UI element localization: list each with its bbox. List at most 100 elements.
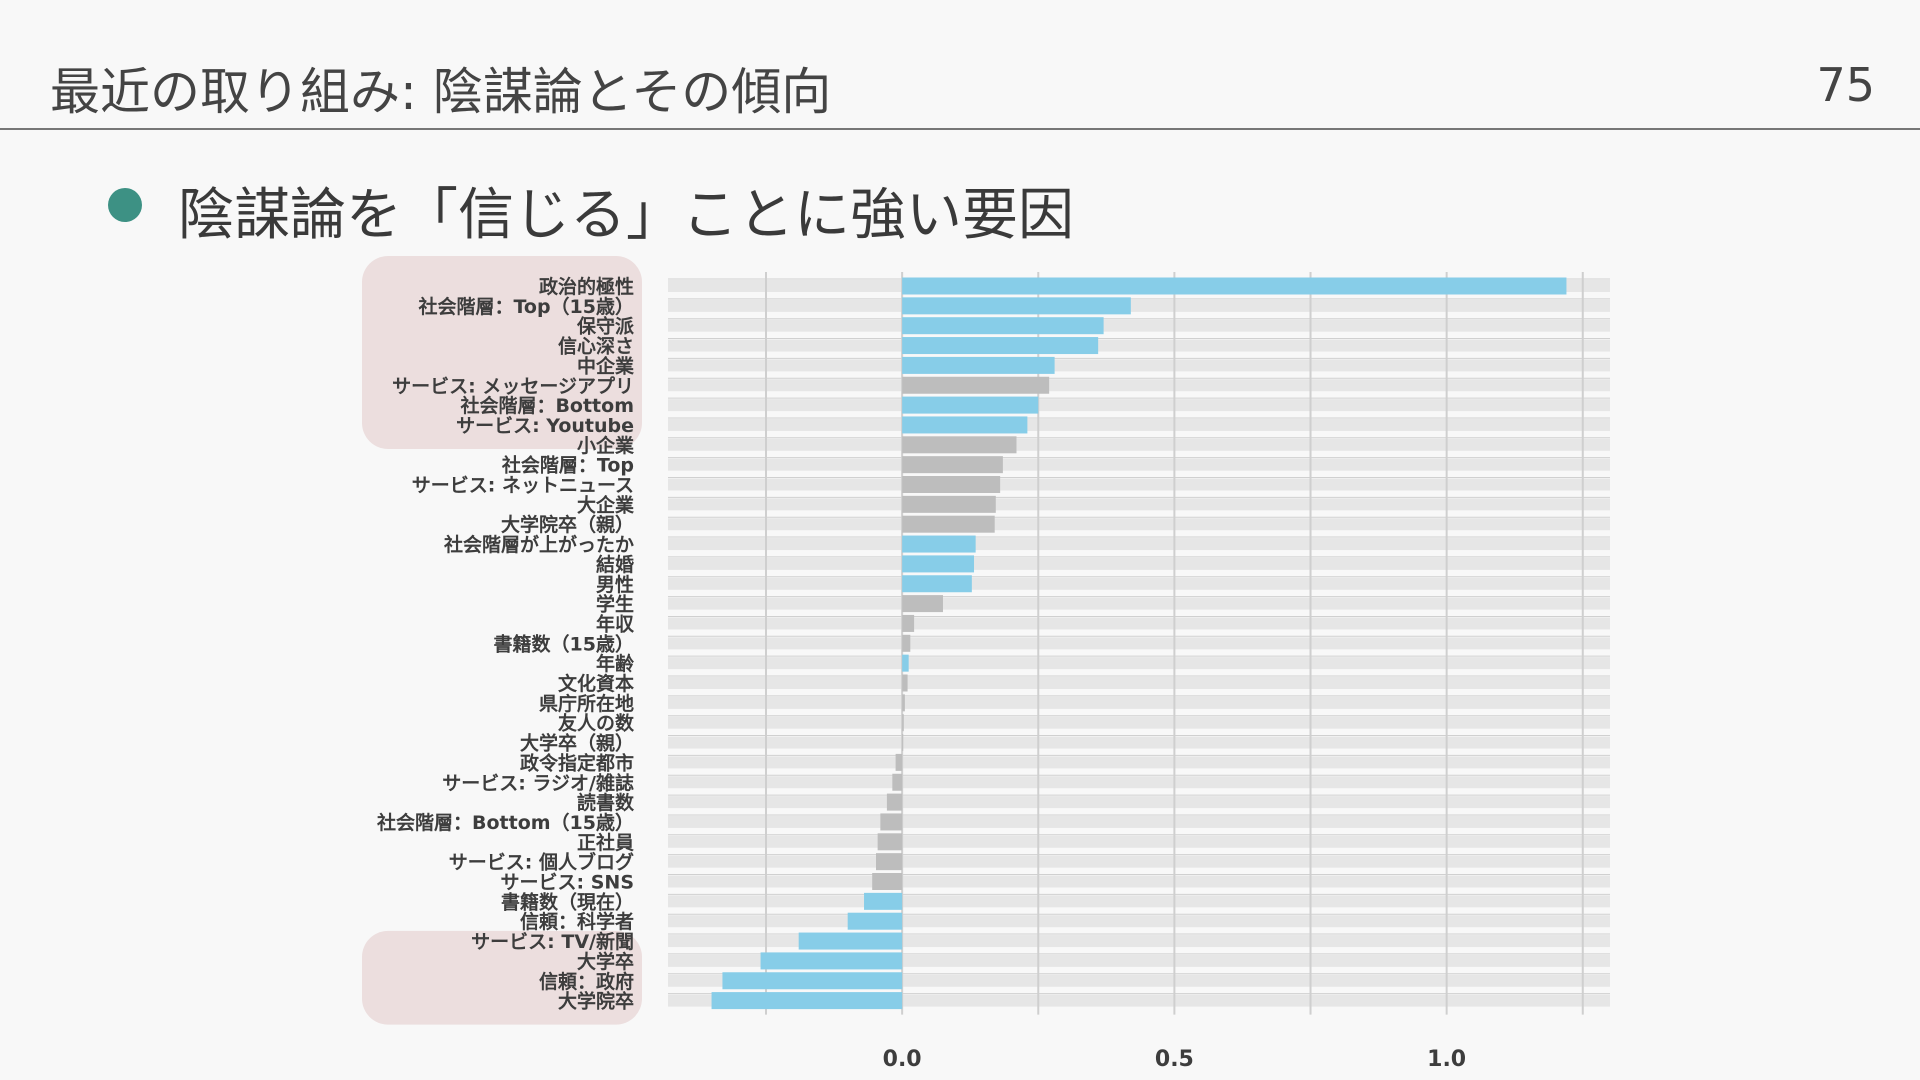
bar (872, 873, 903, 890)
bar (902, 555, 975, 573)
row-strip (668, 954, 1610, 967)
bar (902, 376, 1050, 394)
row-strip (668, 935, 1610, 948)
category-label: 信頼：政府 (539, 970, 634, 993)
category-label: 県庁所在地 (539, 692, 634, 715)
x-tick-label: 1.0 (1427, 1047, 1466, 1072)
category-label: サービス: ネットニュース (412, 475, 634, 497)
category-label: 信心深さ (558, 335, 634, 358)
category-label: サービス: Youtube (456, 415, 634, 437)
page-number: 75 (1816, 58, 1875, 112)
category-label: 結婚 (596, 553, 634, 576)
bar (902, 515, 995, 533)
row-strip (668, 299, 1610, 312)
category-label: 正社員 (577, 831, 634, 854)
bar (902, 436, 1017, 454)
row-strip (668, 478, 1610, 491)
bullet-dot-icon (108, 188, 142, 222)
bar (902, 416, 1028, 434)
bar (902, 297, 1131, 315)
row-strip (668, 597, 1610, 610)
bar (902, 714, 904, 732)
row-strip (668, 379, 1610, 392)
row-strip (668, 339, 1610, 352)
category-label: 小企業 (577, 434, 635, 457)
grid-lines (765, 272, 1584, 1015)
row-strip (668, 518, 1610, 531)
row-strip (668, 359, 1610, 372)
bar (895, 753, 903, 771)
bar (722, 972, 903, 990)
bar (902, 396, 1039, 414)
category-label: サービス: 個人ブログ (449, 851, 634, 874)
category-label: 社会階層：Top（15歳） (417, 295, 634, 318)
row-strip (668, 418, 1610, 431)
row-strip (668, 835, 1610, 848)
bars (711, 277, 1567, 1010)
row-strip (668, 637, 1610, 650)
bar (902, 317, 1104, 335)
bar (880, 813, 903, 831)
category-label: 書籍数（現在） (501, 890, 634, 913)
bar (902, 495, 996, 513)
category-label: 政治的極性 (539, 275, 634, 298)
row-strip (668, 557, 1610, 570)
row-strip (668, 577, 1610, 590)
row-strip (668, 319, 1610, 332)
bar (902, 356, 1055, 374)
category-label: サービス: SNS (501, 872, 634, 894)
row-strip (668, 815, 1610, 828)
category-label: 社会階層が上がったか (443, 533, 634, 556)
bar (902, 575, 972, 593)
highlight-box-1 (362, 930, 642, 1025)
bar (892, 773, 903, 791)
row-strip (668, 696, 1610, 709)
bar (760, 952, 903, 970)
row-strip (668, 994, 1610, 1007)
category-label: 男性 (596, 573, 634, 596)
row-strip (668, 855, 1610, 868)
bar (864, 892, 903, 910)
row-strip (668, 438, 1610, 451)
category-label: 社会階層：Bottom（15歳） (376, 811, 634, 834)
bar (711, 992, 903, 1010)
title-divider (0, 128, 1920, 130)
row-strip (668, 796, 1610, 809)
x-tick-label: 0.5 (1155, 1047, 1194, 1072)
category-label: 社会階層：Top (501, 454, 634, 477)
row-strip (668, 399, 1610, 412)
category-label: 中企業 (577, 354, 635, 377)
bar (886, 793, 903, 811)
row-strip (668, 974, 1610, 987)
row-strip (668, 736, 1610, 749)
bar (902, 654, 909, 672)
category-label: 大学院卒 (558, 990, 634, 1013)
category-label: サービス: メッセージアプリ (392, 374, 634, 397)
x-tick-labels: 0.0 0.5 1.0 (883, 1047, 1466, 1072)
category-label: 大企業 (577, 493, 635, 516)
bar (902, 595, 943, 613)
category-label: 政令指定都市 (520, 751, 634, 774)
category-label: 保守派 (576, 315, 635, 338)
row-strip (668, 915, 1610, 928)
category-label: 大学院卒（親） (501, 513, 634, 536)
row-strip (668, 716, 1610, 729)
category-label: 信頼：科学者 (520, 910, 634, 933)
category-label: 年齢 (596, 652, 635, 675)
category-label: 学生 (596, 593, 634, 616)
category-label: 年収 (596, 612, 635, 635)
bar (902, 535, 976, 553)
row-strip (668, 875, 1610, 888)
row-strip (668, 657, 1610, 670)
row-strip (668, 756, 1610, 769)
highlight-boxes (362, 256, 642, 1025)
category-label: 読書数 (577, 791, 635, 814)
bar (902, 277, 1567, 295)
bar (902, 694, 905, 712)
row-strip (668, 895, 1610, 908)
row-strip (668, 677, 1610, 689)
category-label: 友人の数 (558, 712, 635, 735)
x-tick-label: 0.0 (883, 1047, 922, 1072)
row-backgrounds (668, 278, 1610, 1007)
